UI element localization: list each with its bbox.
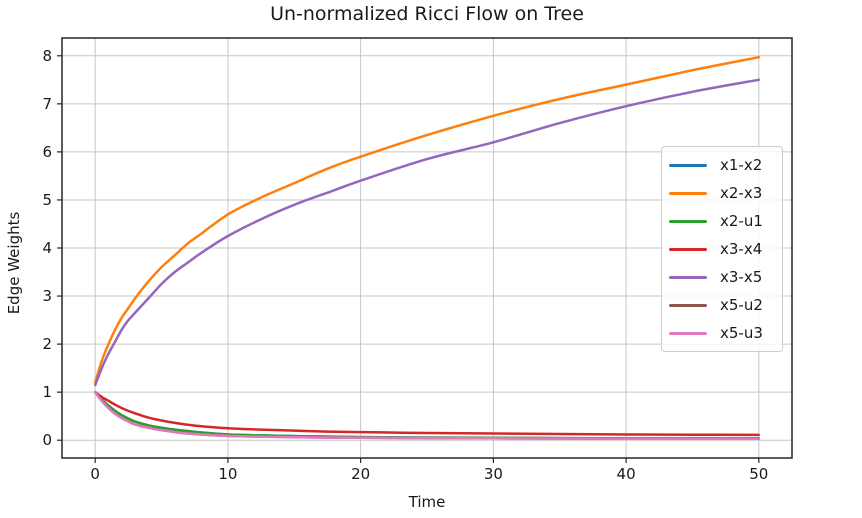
- x-tick-label: 50: [749, 465, 768, 483]
- y-tick-label: 0: [42, 431, 52, 449]
- legend-line-swatch: [669, 219, 707, 223]
- y-tick-label: 7: [42, 95, 52, 113]
- legend-line-swatch: [669, 303, 707, 307]
- legend-item-x1-x2: x1-x2: [662, 156, 782, 174]
- series-line-x2-u1: [93, 390, 761, 440]
- legend-label: x5-u3: [720, 324, 763, 342]
- y-tick-label: 1: [42, 383, 52, 401]
- legend-line-swatch: [669, 275, 707, 279]
- x-tick-label: 40: [617, 465, 636, 483]
- legend-item-x5-u2: x5-u2: [662, 296, 782, 314]
- chart-title: Un-normalized Ricci Flow on Tree: [270, 3, 584, 25]
- legend-item-x2-x3: x2-x3: [662, 184, 782, 202]
- series-line-x5-u3: [93, 390, 761, 441]
- y-tick-label: 2: [42, 335, 52, 353]
- legend-item-x2-u1: x2-u1: [662, 212, 782, 230]
- legend-line-swatch: [669, 163, 707, 167]
- legend-line-swatch: [669, 191, 707, 195]
- y-tick-label: 4: [42, 239, 52, 257]
- x-axis-label: Time: [408, 493, 446, 511]
- x-tick-label: 10: [218, 465, 237, 483]
- y-axis-label: Edge Weights: [5, 211, 23, 315]
- legend: x1-x2 x2-x3 x2-u1 x3-x4 x3-x5 x5-u2 x5-u3: [661, 146, 783, 352]
- x-tick-label: 30: [484, 465, 503, 483]
- legend-label: x3-x5: [720, 268, 763, 286]
- series-line-x3-x4: [93, 390, 761, 437]
- legend-line-swatch: [669, 247, 707, 251]
- series-line-x2-x3: [93, 55, 761, 384]
- legend-label: x3-x4: [720, 240, 763, 258]
- legend-item-x5-u3: x5-u3: [662, 324, 782, 342]
- y-tick-label: 6: [42, 143, 52, 161]
- legend-label: x1-x2: [720, 156, 763, 174]
- series-line-x3-x5: [93, 78, 761, 387]
- legend-label: x5-u2: [720, 296, 763, 314]
- legend-item-x3-x4: x3-x4: [662, 240, 782, 258]
- legend-label: x2-x3: [720, 184, 763, 202]
- y-tick-label: 5: [42, 191, 52, 209]
- legend-item-x3-x5: x3-x5: [662, 268, 782, 286]
- x-tick-label: 20: [351, 465, 370, 483]
- y-tick-label: 8: [42, 47, 52, 65]
- legend-line-swatch: [669, 331, 707, 335]
- legend-label: x2-u1: [720, 212, 763, 230]
- x-tick-label: 0: [90, 465, 100, 483]
- y-tick-label: 3: [42, 287, 52, 305]
